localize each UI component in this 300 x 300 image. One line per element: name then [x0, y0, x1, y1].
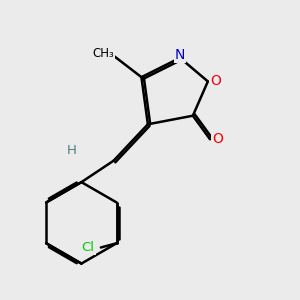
Text: CH₃: CH₃ — [92, 47, 114, 60]
Text: Cl: Cl — [82, 241, 94, 254]
Text: O: O — [210, 74, 221, 88]
Text: O: O — [212, 132, 223, 146]
Text: N: N — [175, 48, 185, 62]
Text: H: H — [67, 143, 77, 157]
